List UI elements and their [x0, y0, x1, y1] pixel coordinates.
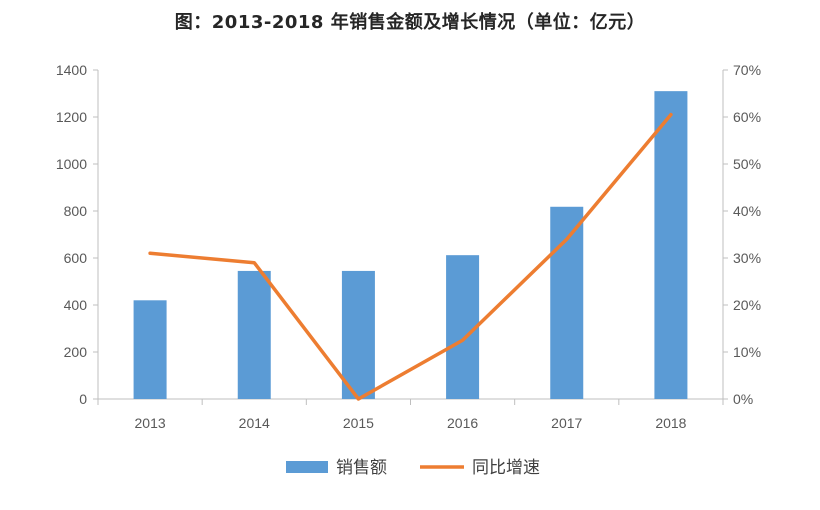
- y-left-tick-label: 400: [64, 297, 88, 313]
- bar-sales: [654, 91, 688, 400]
- y-right-tick-label: 40%: [733, 203, 761, 219]
- line-growth-rate: [148, 112, 673, 401]
- y-right-tick-label: 70%: [733, 62, 761, 78]
- y-right-tick-label: 60%: [733, 109, 761, 125]
- x-tick-label: 2017: [551, 415, 582, 431]
- y-right-tick-label: 20%: [733, 297, 761, 313]
- y-left-tick-label: 1000: [56, 156, 87, 172]
- y-right-tick-label: 0%: [733, 391, 753, 407]
- y-left-tick-label: 200: [64, 344, 88, 360]
- x-tick-label: 2018: [655, 415, 686, 431]
- x-tick-label: 2015: [343, 415, 374, 431]
- legend-label-growth: 同比增速: [472, 458, 540, 478]
- y-left-tick-label: 1200: [56, 109, 87, 125]
- legend-label-sales: 销售额: [336, 458, 387, 478]
- legend-swatch-sales: [286, 461, 328, 473]
- y-left-tick-label: 0: [79, 391, 87, 407]
- bar-sales: [341, 270, 375, 399]
- chart-title: 图：2013-2018 年销售金额及增长情况（单位：亿元）: [174, 12, 646, 33]
- bar-sales: [133, 300, 167, 399]
- x-tick-label: 2016: [447, 415, 478, 431]
- bar-sales: [446, 255, 480, 399]
- y-right-tick-label: 50%: [733, 156, 761, 172]
- y-left-tick-label: 600: [64, 250, 88, 266]
- x-tick-label: 2013: [135, 415, 166, 431]
- y-right-tick-label: 10%: [733, 344, 761, 360]
- x-tick-label: 2014: [239, 415, 270, 431]
- y-left-tick-label: 800: [64, 203, 88, 219]
- bar-sales: [550, 206, 584, 399]
- y-left-tick-label: 1400: [56, 62, 87, 78]
- bar-sales: [237, 270, 271, 399]
- y-right-tick-label: 30%: [733, 250, 761, 266]
